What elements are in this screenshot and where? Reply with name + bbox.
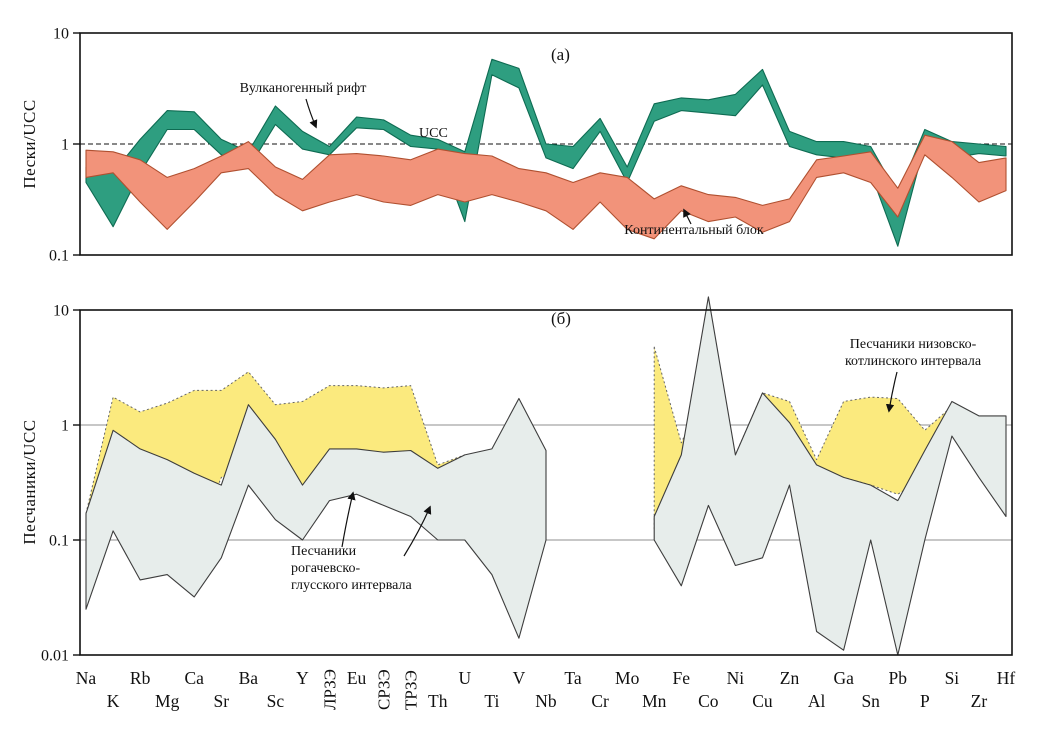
element-label-vertical: СРЗЭ	[375, 669, 394, 710]
annotation-nizovsko-kotlinsky: Песчаники низовско- котлинского интервал…	[845, 336, 981, 370]
element-label: Zn	[780, 668, 800, 688]
y-tick-label: 10	[53, 26, 69, 43]
element-label: Sn	[861, 691, 880, 711]
element-label: Pb	[889, 668, 908, 688]
annotation-arrow	[305, 98, 318, 129]
element-label: Y	[296, 668, 309, 688]
y-tick-label: 0.1	[49, 533, 69, 550]
element-label: Ga	[833, 668, 854, 688]
element-label: Hf	[997, 668, 1016, 688]
annotation-nizovsko-line2: котлинского интервала	[844, 354, 982, 369]
y-tick-label: 0.01	[41, 648, 69, 665]
y-tick-label: 1	[61, 137, 69, 154]
annotation-arrow	[683, 208, 692, 225]
element-label-vertical: ТРЗЭ	[402, 670, 421, 710]
band-a-1	[85, 58, 1007, 247]
y-tick-label: 0.1	[49, 248, 69, 265]
element-label: Cr	[591, 691, 609, 711]
element-label: Ta	[564, 668, 581, 688]
element-label: Mo	[615, 668, 640, 688]
element-label: Ni	[727, 668, 745, 688]
element-label: Na	[76, 668, 97, 688]
annotation-rogachevsko-glussky: Песчаники рогачевско- глусского интервал…	[291, 543, 412, 594]
annotation-continental-block: Континентальный блок	[624, 223, 764, 238]
ucc-label: UCC	[419, 126, 448, 141]
panel-b: 10 1 0.1 0.01	[41, 296, 1013, 665]
annotation-arrow	[403, 505, 432, 557]
element-label: Cu	[752, 691, 773, 711]
element-label: Ca	[185, 668, 205, 688]
element-label: U	[459, 668, 472, 688]
y-axis-label-panel-a: Пески/UCC	[20, 99, 39, 189]
element-label: V	[513, 668, 526, 688]
element-label: Rb	[130, 668, 151, 688]
y-axis-label-panel-b: Песчаники/UCC	[20, 419, 39, 545]
element-label: Fe	[673, 668, 691, 688]
element-label: Eu	[347, 668, 367, 688]
panel-a: 10 1 0.1	[49, 26, 1013, 265]
element-label: Mg	[155, 691, 180, 711]
element-label: Mn	[642, 691, 667, 711]
element-label: Th	[428, 691, 448, 711]
annotation-rogachevsko-line2: рогачевско-	[291, 561, 361, 576]
element-label: Zr	[971, 691, 988, 711]
element-label: Nb	[535, 691, 557, 711]
annotation-rogachevsko-line1: Песчаники	[291, 544, 357, 559]
element-label: Sr	[214, 691, 230, 711]
element-label: Ba	[239, 668, 259, 688]
panel-frame	[79, 309, 1013, 656]
band-a-2	[85, 134, 1007, 240]
element-label: Al	[808, 691, 826, 711]
panel-a-tag: (а)	[551, 45, 570, 64]
y-tick-label: 1	[61, 418, 69, 435]
element-label: Ti	[484, 691, 499, 711]
band-b-2	[85, 296, 1007, 656]
y-tick-label: 10	[53, 303, 69, 320]
annotation-arrow	[885, 371, 898, 413]
element-label: K	[107, 691, 120, 711]
element-label: Si	[945, 668, 960, 688]
panel-b-tag: (б)	[551, 309, 571, 328]
annotation-arrow	[341, 491, 356, 548]
element-label: Sc	[267, 691, 285, 711]
element-label-vertical: ЛРЗЭ	[321, 669, 340, 710]
annotation-rogachevsko-line3: глусского интервала	[291, 578, 412, 593]
annotation-volcanogenic-rift: Вулканогенный рифт	[239, 81, 367, 96]
element-label: P	[920, 691, 930, 711]
element-label: Co	[698, 691, 719, 711]
annotation-nizovsko-line1: Песчаники низовско-	[849, 337, 977, 352]
